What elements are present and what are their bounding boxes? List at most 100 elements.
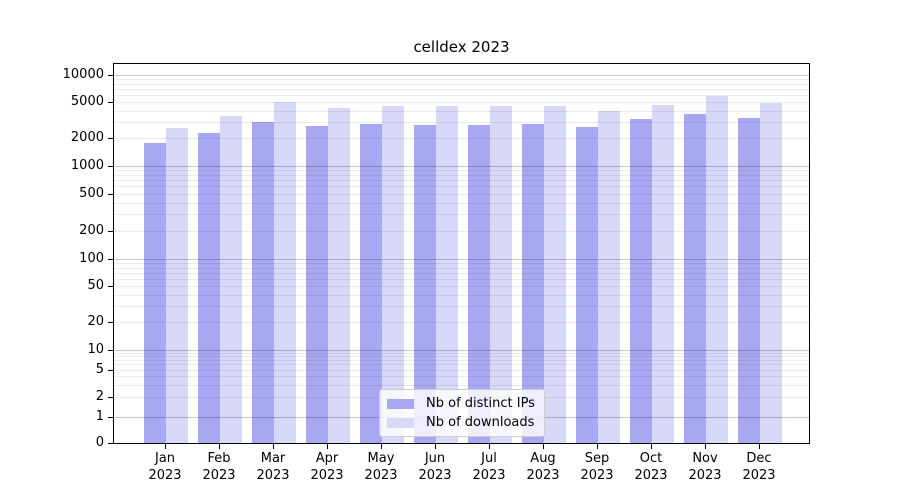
x-tick-label-jul: Jul 2023 [459,450,519,484]
bar-downloads-nov [706,95,728,443]
x-tick-label-jun: Jun 2023 [405,450,465,484]
legend-swatch-ips [387,398,414,409]
chart-title: celldex 2023 [413,38,510,56]
x-tick-jul [489,444,490,449]
gridline-600 [114,186,809,188]
x-tick-apr [327,444,328,449]
gridline-5000 [114,102,809,104]
y-tick-5000 [108,102,113,104]
gridline-9 [114,352,809,354]
x-tick-feb [219,444,220,449]
bar-ips-mar [252,122,274,443]
gridline-70 [114,273,809,274]
gridline-8 [114,356,809,357]
y-tick-label-5000: 5000 [70,94,104,110]
x-tick-label-nov: Nov 2023 [675,450,735,484]
bar-ips-dec [738,118,760,443]
y-tick-5 [108,369,113,371]
x-tick-may [381,444,382,449]
year-label: 2023 [526,468,560,483]
x-tick-nov [705,444,706,449]
x-tick-label-aug: Aug 2023 [513,450,573,484]
legend-label-ips: Nb of distinct IPs [426,396,535,411]
gridline-40 [114,295,809,296]
month-label: Nov [692,451,718,466]
y-tick-label-10000: 10000 [62,67,104,82]
gridline-700 [114,180,809,181]
month-label: Aug [530,451,556,466]
bar-downloads-feb [220,116,242,443]
y-tick-label-1000: 1000 [70,157,104,173]
bar-downloads-aug [544,105,566,443]
bar-downloads-sep [598,111,620,443]
y-tick-500 [108,193,113,195]
y-tick-label-5: 5 [95,361,104,377]
y-tick-0 [108,443,113,444]
y-tick-2 [108,396,113,398]
gridline-200 [114,230,809,232]
gridline-8000 [114,83,809,85]
year-label: 2023 [580,468,614,483]
bar-ips-jul [468,125,490,443]
legend-row-ips: Nb of distinct IPs [387,396,544,411]
gridline-3000 [114,122,809,124]
y-tick-10000 [108,75,113,76]
x-tick-label-mar: Mar 2023 [243,450,303,484]
gridline-1000 [114,165,809,167]
gridline-3 [114,384,809,386]
gridline-50 [114,286,809,288]
y-tick-2000 [108,138,113,140]
bar-ips-jan [144,143,166,443]
y-tick-label-50: 50 [87,278,104,294]
y-tick-label-200: 200 [79,222,104,238]
y-tick-label-10: 10 [87,341,104,357]
gridline-300 [114,214,809,216]
month-label: Feb [207,451,231,466]
legend: Nb of distinct IPs Nb of downloads [379,389,545,437]
month-label: Dec [746,451,772,466]
year-label: 2023 [688,468,722,483]
y-tick-100 [108,259,113,260]
bar-downloads-may [382,105,404,443]
month-label: Jun [424,451,446,466]
bars-layer [114,64,809,443]
bar-downloads-mar [274,102,296,443]
gridline-2000 [114,138,809,140]
y-tick-1 [108,416,113,418]
year-label: 2023 [364,468,398,483]
y-tick-200 [108,230,113,232]
bar-ips-apr [306,125,328,443]
year-label: 2023 [148,468,182,483]
x-tick-jun [435,444,436,449]
x-tick-dec [759,444,760,449]
bar-downloads-jun [436,105,458,443]
year-label: 2023 [634,468,668,483]
x-tick-label-dec: Dec 2023 [729,450,789,484]
x-tick-label-may: May 2023 [351,450,411,484]
year-label: 2023 [256,468,290,483]
year-label: 2023 [472,468,506,483]
legend-swatch-downloads [387,417,414,428]
y-tick-1000 [108,165,113,167]
y-tick-20 [108,322,113,324]
y-tick-label-2: 2 [95,388,104,404]
y-tick-label-0: 0 [95,435,104,450]
bar-downloads-dec [760,103,782,443]
y-tick-label-100: 100 [79,251,104,266]
plot-area [113,63,810,444]
bar-ips-oct [630,119,652,443]
gridline-90 [114,263,809,265]
x-tick-label-oct: Oct 2023 [621,450,681,484]
bar-downloads-apr [328,107,350,443]
month-label: May [367,451,395,466]
year-label: 2023 [310,468,344,483]
gridline-4000 [114,111,809,112]
y-tick-label-20: 20 [87,314,104,330]
gridline-6 [114,364,809,366]
gridline-5 [114,369,809,371]
bar-ips-nov [684,114,706,443]
bar-downloads-jan [166,127,188,443]
gridline-800 [114,174,809,176]
year-label: 2023 [418,468,452,483]
